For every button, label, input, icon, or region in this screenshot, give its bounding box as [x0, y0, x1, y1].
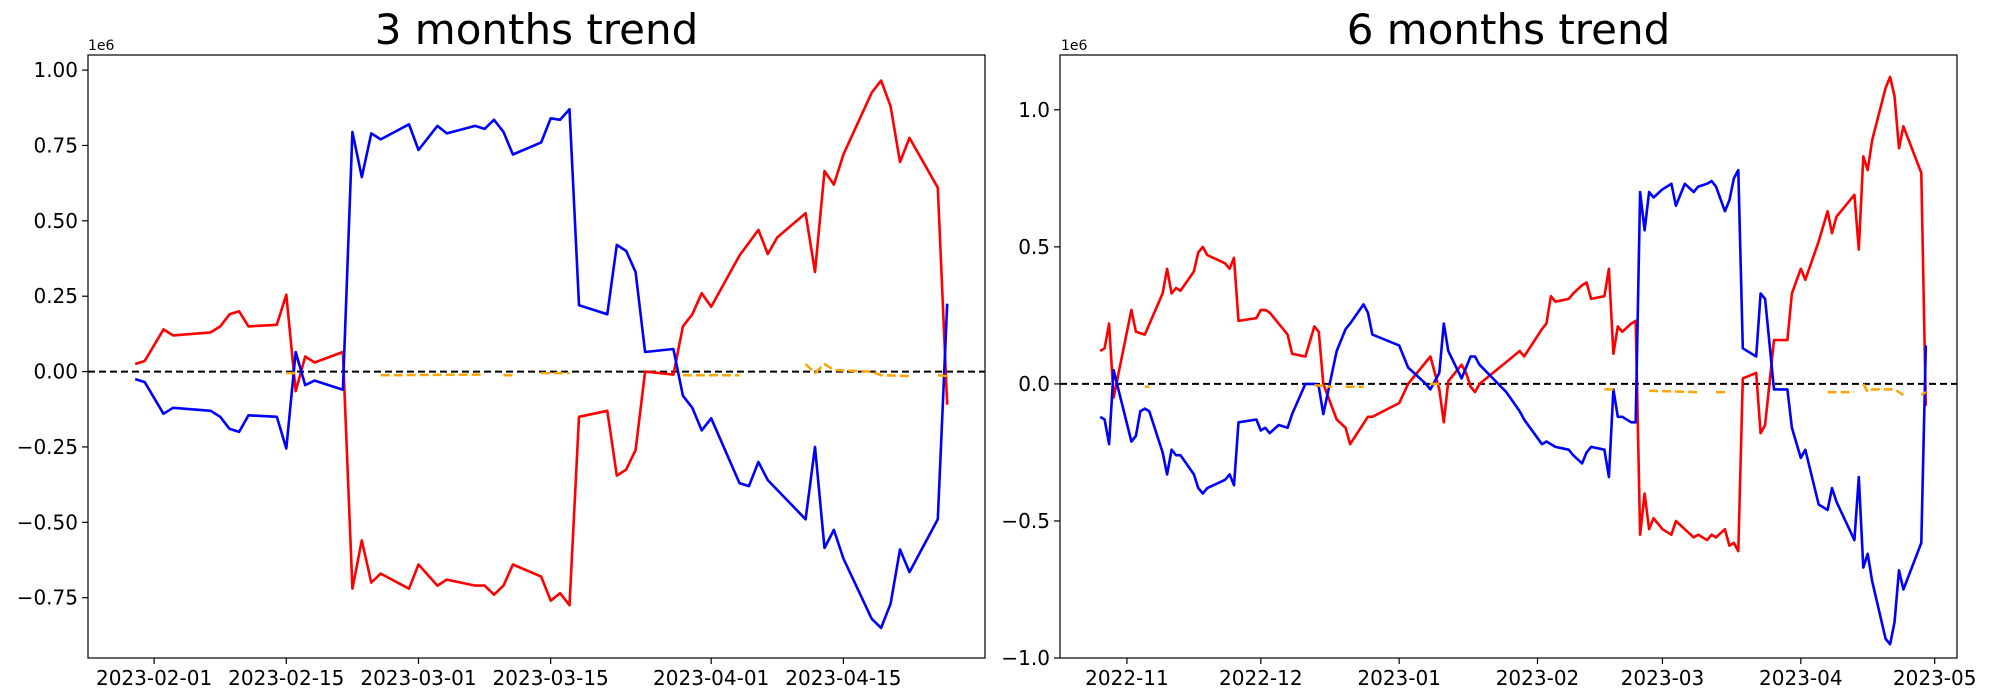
x-tick-label: 2023-01 — [1357, 666, 1441, 690]
y-axis-offset-label: 1e6 — [1061, 38, 1088, 54]
series-line-2-segment-5 — [1649, 389, 1699, 394]
plot-frame — [1059, 54, 1958, 659]
x-tick-label: 2023-03 — [1621, 666, 1705, 690]
series-line-2-segment-6 — [937, 373, 948, 378]
x-tick-label: 2023-05 — [1893, 666, 1977, 690]
x-tick-label: 2023-02 — [1496, 666, 1580, 690]
plot-area: 2023-02-01 2023-02-15 2023-03-01 2023-03-15… — [17, 54, 986, 690]
y-tick-label: 0.50 — [33, 209, 78, 233]
y-tick-label: −1.0 — [1001, 646, 1050, 670]
x-tick-label: 2023-04-01 — [653, 666, 769, 690]
plot-frame — [87, 54, 986, 659]
x-tick-label: 2023-04-15 — [785, 666, 901, 690]
y-tick-label: 0.75 — [33, 133, 78, 157]
y-tick-label: 1.00 — [33, 58, 78, 82]
series-line-0 — [1099, 75, 1928, 553]
series-group — [134, 79, 949, 630]
series-line-2-segment-1 — [1314, 384, 1333, 388]
series-line-1 — [1099, 168, 1928, 646]
y-tick-label: −0.75 — [17, 586, 78, 610]
y-tick-label: 0.5 — [1018, 235, 1050, 259]
chart-3-months: 3 months trend 1e6 2023-02-01 2023-02-15 2… — [17, 5, 986, 690]
series-line-2-segment-9 — [1920, 391, 1927, 396]
x-tick-label: 2022-12 — [1219, 666, 1303, 690]
series-line-2-segment-5 — [804, 362, 910, 378]
y-axis-offset-label: 1e6 — [88, 38, 115, 54]
chart-title: 3 months trend — [375, 5, 699, 54]
chart-title: 6 months trend — [1347, 5, 1671, 54]
y-tick-label: −0.5 — [1001, 509, 1050, 533]
series-group — [1099, 75, 1928, 646]
y-tick-label: −0.50 — [17, 510, 78, 534]
plot-area: 2022-11 2022-12 2023-01 2023-02 2023-03 2023-… — [1001, 54, 1977, 690]
series-line-2-segment-8 — [1862, 383, 1905, 396]
x-tick-label: 2023-03-01 — [360, 666, 476, 690]
x-tick-label: 2023-02-01 — [96, 666, 212, 690]
y-tick-label: 0.25 — [33, 284, 78, 308]
y-tick-label: 0.0 — [1018, 372, 1050, 396]
y-tick-label: 1.0 — [1018, 98, 1050, 122]
x-tick-label: 2023-02-15 — [228, 666, 344, 690]
x-tick-label: 2022-11 — [1085, 666, 1169, 690]
series-line-0 — [134, 79, 949, 607]
y-tick-label: 0.00 — [33, 360, 78, 384]
x-tick-label: 2023-04 — [1759, 666, 1843, 690]
x-tick-label: 2023-03-15 — [493, 666, 609, 690]
y-tick-label: −0.25 — [17, 435, 78, 459]
series-line-1 — [134, 108, 949, 630]
chart-6-months: 6 months trend 1e6 2022-11 2022-12 2023-01… — [1001, 5, 1976, 690]
series-line-2-segment-1 — [380, 373, 485, 377]
